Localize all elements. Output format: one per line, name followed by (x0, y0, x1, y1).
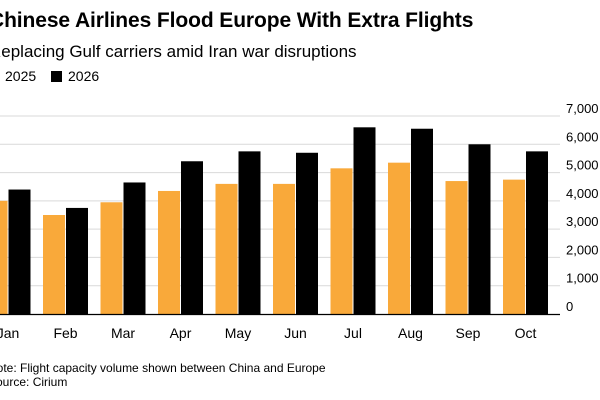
chart-subtitle: Replacing Gulf carriers amid Iran war di… (0, 42, 357, 61)
bar-2025-feb (43, 215, 65, 314)
bar-2026-feb (66, 207, 88, 314)
bar-2025-may (215, 183, 238, 314)
x-tick-label: Jun (284, 325, 307, 341)
legend-item-2025: 2025 (0, 68, 36, 84)
bar-2025-mar (100, 202, 123, 314)
y-tick-label: 1,000 (566, 271, 599, 286)
x-tick-label: Aug (398, 325, 423, 341)
legend-label-2026: 2026 (68, 68, 100, 84)
bar-2026-jul (353, 127, 376, 314)
x-tick-label: Mar (111, 325, 135, 341)
bar-2026-apr (181, 161, 203, 314)
y-tick-label: 5,000 (566, 158, 599, 173)
bar-2025-jul (330, 168, 353, 314)
y-tick-label: 7,000 flights (566, 101, 600, 116)
y-tick-label: 6,000 (566, 129, 599, 144)
bar-2025-sep (445, 181, 468, 314)
x-tick-label: Oct (515, 325, 537, 341)
bar-2026-sep (468, 144, 491, 314)
bar-2026-aug (411, 128, 433, 314)
bar-2025-aug (388, 162, 410, 314)
legend-swatch-2026 (51, 70, 62, 82)
chart-title: Chinese Airlines Flood Europe With Extra… (0, 9, 474, 32)
y-tick-label: 3,000 (566, 214, 599, 229)
x-tick-label: Jan (0, 325, 19, 341)
y-tick-label: 0 (566, 299, 573, 314)
bar-2026-oct (526, 151, 548, 314)
bar-2026-jan (8, 189, 31, 314)
bar-2025-oct (503, 179, 525, 314)
bar-2026-mar (123, 182, 146, 314)
x-tick-label: Jul (344, 325, 362, 341)
legend-item-2026: 2026 (51, 68, 99, 84)
legend: 2025 2026 (0, 68, 200, 88)
legend-label-2025: 2025 (5, 68, 37, 84)
x-tick-label: Feb (53, 325, 77, 341)
x-tick-label: Sep (456, 325, 481, 341)
bar-2026-jun (296, 152, 318, 314)
y-tick-label: 2,000 (566, 242, 599, 257)
bar-2025-jun (273, 183, 295, 314)
y-tick-label: 4,000 (566, 186, 599, 201)
bar-2026-may (238, 151, 261, 314)
bar-2025-apr (158, 190, 180, 314)
x-tick-label: Apr (170, 325, 192, 341)
chart-source: Source: Cirium (0, 375, 68, 389)
bar-2025-jan (0, 200, 8, 314)
chart-note: Note: Flight capacity volume shown betwe… (0, 361, 326, 375)
x-tick-label: May (225, 325, 251, 341)
